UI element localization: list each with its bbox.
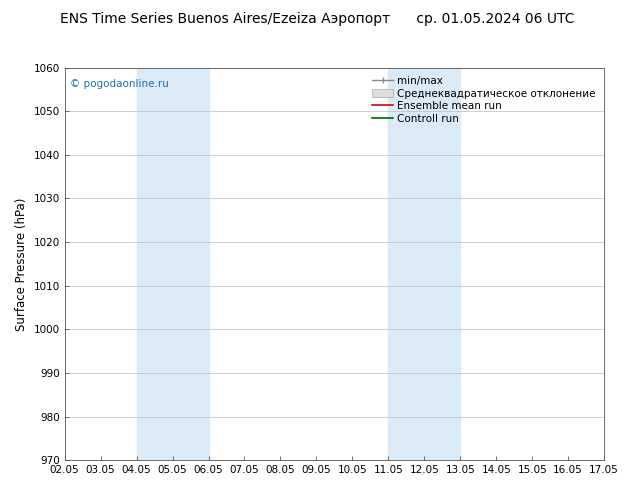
Bar [389,68,460,460]
Y-axis label: Surface Pressure (hPa): Surface Pressure (hPa) [15,197,28,331]
Legend: min/max, Среднеквадратическое отклонение, Ensemble mean run, Controll run: min/max, Среднеквадратическое отклонение… [369,73,599,127]
Bar [136,68,209,460]
Text: ENS Time Series Buenos Aires/Ezeiza Аэропорт      ср. 01.05.2024 06 UTC: ENS Time Series Buenos Aires/Ezeiza Аэро… [60,12,574,26]
Text: © pogodaonline.ru: © pogodaonline.ru [70,79,169,89]
